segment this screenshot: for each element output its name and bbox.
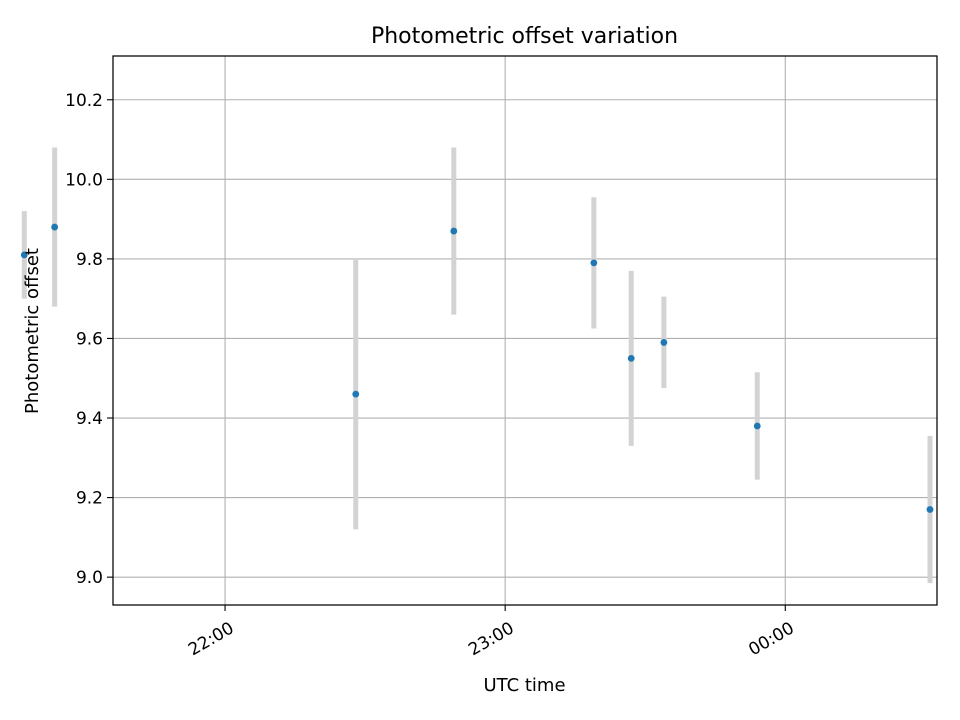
data-point (590, 259, 598, 267)
chart-title: Photometric offset variation (371, 24, 678, 49)
data-point (753, 422, 761, 430)
y-tick-label: 10.0 (65, 170, 103, 190)
y-tick-label: 9.4 (76, 409, 103, 429)
data-point (20, 251, 28, 259)
grid-lines (113, 56, 937, 605)
y-tick-label: 9.6 (76, 329, 103, 349)
y-tick-label: 9.2 (76, 489, 103, 509)
data-point (51, 223, 59, 231)
y-tick-label: 9.0 (76, 568, 103, 588)
data-points (20, 223, 934, 513)
data-point (352, 390, 360, 398)
x-axis-label: UTC time (483, 675, 565, 696)
data-point (450, 227, 458, 235)
plot-frame (112, 55, 938, 606)
data-point (627, 354, 635, 362)
data-point (926, 506, 934, 513)
y-tick-label: 10.2 (65, 91, 103, 111)
y-axis-ticks: 9.0 9.2 9.4 9.6 9.8 10.0 10.2 (65, 91, 113, 588)
y-axis-label: Photometric offset (22, 248, 43, 414)
data-point (660, 339, 668, 346)
y-tick-label: 9.8 (76, 250, 103, 270)
